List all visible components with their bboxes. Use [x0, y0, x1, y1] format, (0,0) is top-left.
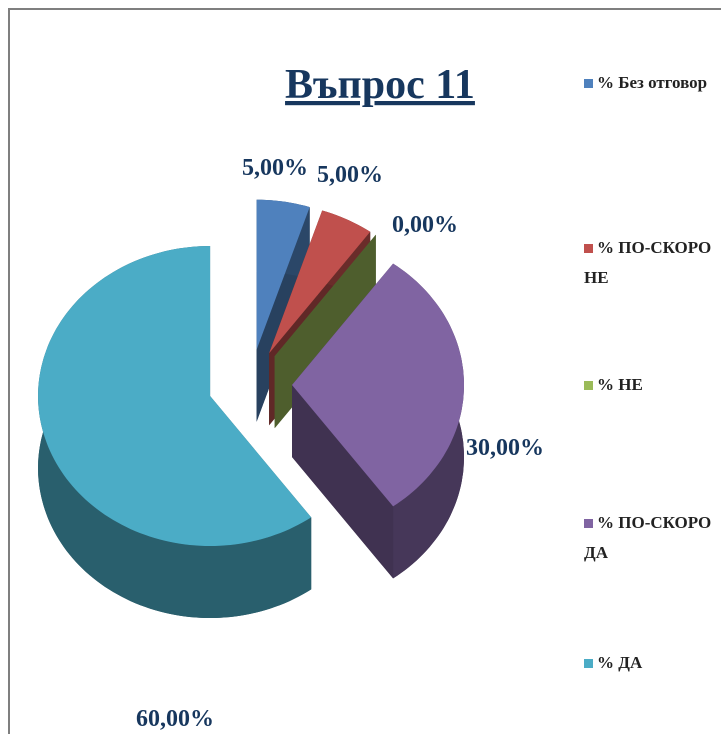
- legend-label: % ПО-СКОРО НЕ: [584, 238, 712, 287]
- data-label: 5,00%: [242, 155, 308, 181]
- legend-swatch: [584, 79, 593, 88]
- legend-label: % Без отговор: [597, 73, 708, 92]
- chart-frame: [8, 8, 721, 734]
- legend-label: % НЕ: [597, 375, 643, 394]
- legend-item: % ДА: [584, 648, 719, 678]
- legend-swatch: [584, 659, 593, 668]
- slice: [292, 263, 464, 507]
- chart-title: Въпрос 11: [285, 62, 475, 108]
- legend-item: % Без отговор: [584, 68, 719, 98]
- legend-item: % ПО-СКОРО ДА: [584, 508, 719, 568]
- slice: [269, 210, 371, 354]
- slice-side: [292, 385, 394, 579]
- legend-item: % НЕ: [584, 370, 719, 400]
- legend-swatch: [584, 519, 593, 528]
- legend-label: % ПО-СКОРО ДА: [584, 513, 712, 562]
- data-label: 5,00%: [317, 162, 383, 188]
- slice: [38, 246, 312, 546]
- slice: [256, 199, 310, 350]
- legend-swatch: [584, 244, 593, 253]
- legend-item: % ПО-СКОРО НЕ: [584, 233, 719, 293]
- data-label: 60,00%: [136, 706, 214, 732]
- data-label: 0,00%: [392, 212, 458, 238]
- data-label: 30,00%: [466, 435, 544, 461]
- legend-label: % ДА: [597, 653, 643, 672]
- legend-swatch: [584, 381, 593, 390]
